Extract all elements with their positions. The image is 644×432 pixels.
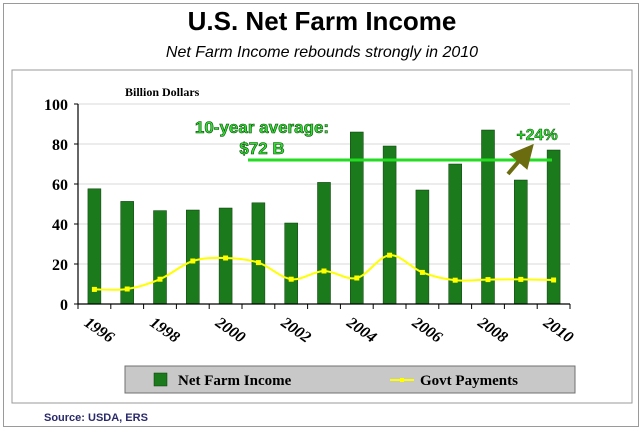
source-note: Source: USDA, ERS xyxy=(44,412,148,424)
govt-payments-point-2003 xyxy=(321,268,327,274)
y-tick-label: 100 xyxy=(44,97,68,114)
govt-payments-point-2004 xyxy=(354,275,360,281)
legend-swatch-govt-payments-marker xyxy=(400,378,404,382)
bar-net-farm-income-2002 xyxy=(284,222,298,305)
bar-net-farm-income-2001 xyxy=(251,202,266,305)
legend-label-govt-payments: Govt Payments xyxy=(420,373,518,389)
govt-payments-point-1997 xyxy=(124,286,130,292)
axes xyxy=(74,103,571,309)
y-tick-labels: 0 20 40 60 80 100 xyxy=(44,97,68,314)
bar-net-farm-income-1999 xyxy=(186,209,200,305)
y-tick-label: 60 xyxy=(52,177,68,194)
legend-box xyxy=(124,365,576,394)
govt-payments-point-1998 xyxy=(157,276,163,282)
govt-payments-point-1996 xyxy=(91,286,97,292)
govt-payments-point-1999 xyxy=(190,258,196,264)
govt-payments-point-2002 xyxy=(288,276,294,282)
average-label-line1: 10-year average: xyxy=(195,118,329,137)
chart-subtitle: Net Farm Income rebounds strongly in 201… xyxy=(165,44,479,61)
govt-payments-point-2008 xyxy=(485,277,491,283)
govt-payments-point-2001 xyxy=(255,260,261,266)
govt-payments-point-2000 xyxy=(223,255,229,261)
y-tick-label: 40 xyxy=(52,217,68,234)
change-label: +24% xyxy=(516,127,557,144)
govt-payments-point-2006 xyxy=(419,269,425,275)
bar-net-farm-income-1996 xyxy=(87,188,102,305)
y-tick-label: 20 xyxy=(52,257,68,274)
govt-payments-series xyxy=(91,252,557,292)
govt-payments-point-2007 xyxy=(452,277,458,283)
bar-net-farm-income-2006 xyxy=(415,189,430,305)
bar-net-farm-income-1998 xyxy=(153,210,167,305)
bar-net-farm-income-2005 xyxy=(382,145,397,305)
bar-net-farm-income-2003 xyxy=(317,182,331,305)
legend-label-net-farm-income: Net Farm Income xyxy=(178,373,292,389)
legend: Net Farm Income Govt Payments xyxy=(124,365,576,394)
y-tick-label: 0 xyxy=(60,297,68,314)
annotations: 10-year average: $72 B +24% xyxy=(195,118,558,176)
govt-payments-point-2009 xyxy=(518,276,524,282)
y-tick-label: 80 xyxy=(52,137,68,154)
bar-series xyxy=(87,129,561,305)
change-arrow xyxy=(506,143,534,176)
bar-net-farm-income-2007 xyxy=(448,163,462,305)
govt-payments-point-2005 xyxy=(387,252,393,258)
legend-swatch-net-farm-income xyxy=(153,372,168,387)
plot-background xyxy=(11,69,633,404)
govt-payments-point-2010 xyxy=(551,277,557,283)
chart-title: U.S. Net Farm Income xyxy=(187,6,457,36)
bar-net-farm-income-2009 xyxy=(514,179,528,305)
average-label-line2: $72 B xyxy=(239,139,284,158)
y-axis-label: Billion Dollars xyxy=(125,85,200,99)
